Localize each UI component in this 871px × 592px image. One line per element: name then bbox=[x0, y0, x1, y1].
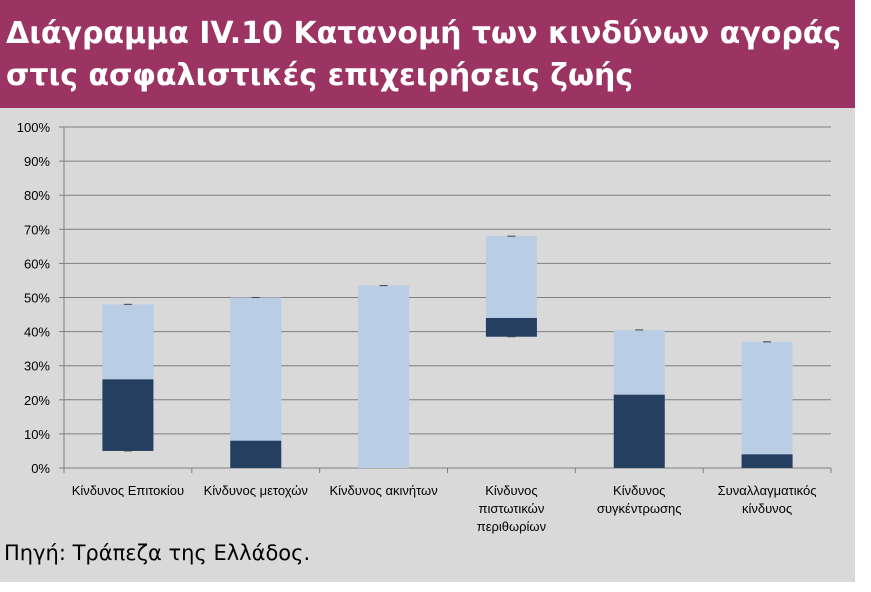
y-tick-label-9: 90% bbox=[24, 154, 50, 169]
segment-bar-1 bbox=[230, 440, 282, 468]
x-tick-label-5-0: Συναλλαγματικός bbox=[718, 483, 817, 498]
x-tick-label-1-0: Κίνδυνος μετοχών bbox=[204, 483, 308, 498]
segment-bar-0 bbox=[102, 379, 154, 451]
segment-bar-4 bbox=[613, 394, 665, 468]
y-tick-label-8: 80% bbox=[24, 188, 50, 203]
x-tick-label-4-1: συγκέντρωσης bbox=[597, 501, 682, 516]
y-tick-label-1: 10% bbox=[24, 427, 50, 442]
y-tick-label-6: 60% bbox=[24, 256, 50, 271]
y-tick-label-7: 70% bbox=[24, 222, 50, 237]
range-bar-2 bbox=[358, 285, 410, 468]
range-bar-5 bbox=[741, 341, 793, 468]
x-tick-label-3-2: περιθωρίων bbox=[477, 519, 546, 534]
x-tick-label-0-0: Κίνδυνος Επιτοκίου bbox=[72, 483, 184, 498]
x-tick-label-4-0: Κίνδυνος bbox=[613, 483, 665, 498]
y-tick-label-3: 30% bbox=[24, 359, 50, 374]
y-tick-label-4: 40% bbox=[24, 325, 50, 340]
x-tick-label-3-1: πιστωτικών bbox=[479, 501, 545, 516]
title-bar: Διάγραμμα IV.10 Κατανομή των κινδύνων αγ… bbox=[0, 0, 855, 108]
y-tick-label-2: 20% bbox=[24, 393, 50, 408]
chart-title-line-2: στις ασφαλιστικές επιχειρήσεις ζωής bbox=[6, 58, 634, 93]
source-note: Πηγή: Τράπεζα της Ελλάδος. bbox=[4, 541, 311, 565]
segment-bar-3 bbox=[485, 317, 537, 337]
chart-plot: 0% 10% 20% 30% 40% 50% 60% 70% 80% 90% 100% Κίνδυνο… bbox=[17, 120, 832, 534]
y-tick-label-0: 0% bbox=[31, 461, 50, 476]
y-tick-label-10: 100% bbox=[17, 120, 51, 135]
y-tick-label-5: 50% bbox=[24, 291, 50, 306]
x-tick-label-2-0: Κίνδυνος ακινήτων bbox=[329, 483, 437, 498]
x-tick-label-5-1: κίνδυνος bbox=[742, 501, 792, 516]
x-tick-label-3-0: Κίνδυνος bbox=[485, 483, 537, 498]
segment-bar-5 bbox=[741, 454, 793, 468]
range-bar-1 bbox=[230, 297, 282, 468]
chart-title-line-1: Διάγραμμα IV.10 Κατανομή των κινδύνων αγ… bbox=[6, 16, 842, 51]
